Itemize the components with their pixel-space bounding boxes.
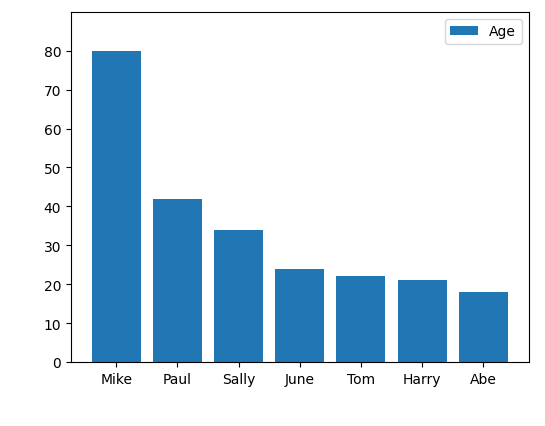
Bar: [459, 292, 508, 362]
Legend: Age: Age: [445, 20, 522, 45]
Bar: [275, 269, 324, 362]
Bar: [92, 52, 141, 362]
Bar: [153, 199, 202, 362]
Bar: [336, 277, 385, 362]
Bar: [214, 230, 263, 362]
Bar: [398, 281, 447, 362]
